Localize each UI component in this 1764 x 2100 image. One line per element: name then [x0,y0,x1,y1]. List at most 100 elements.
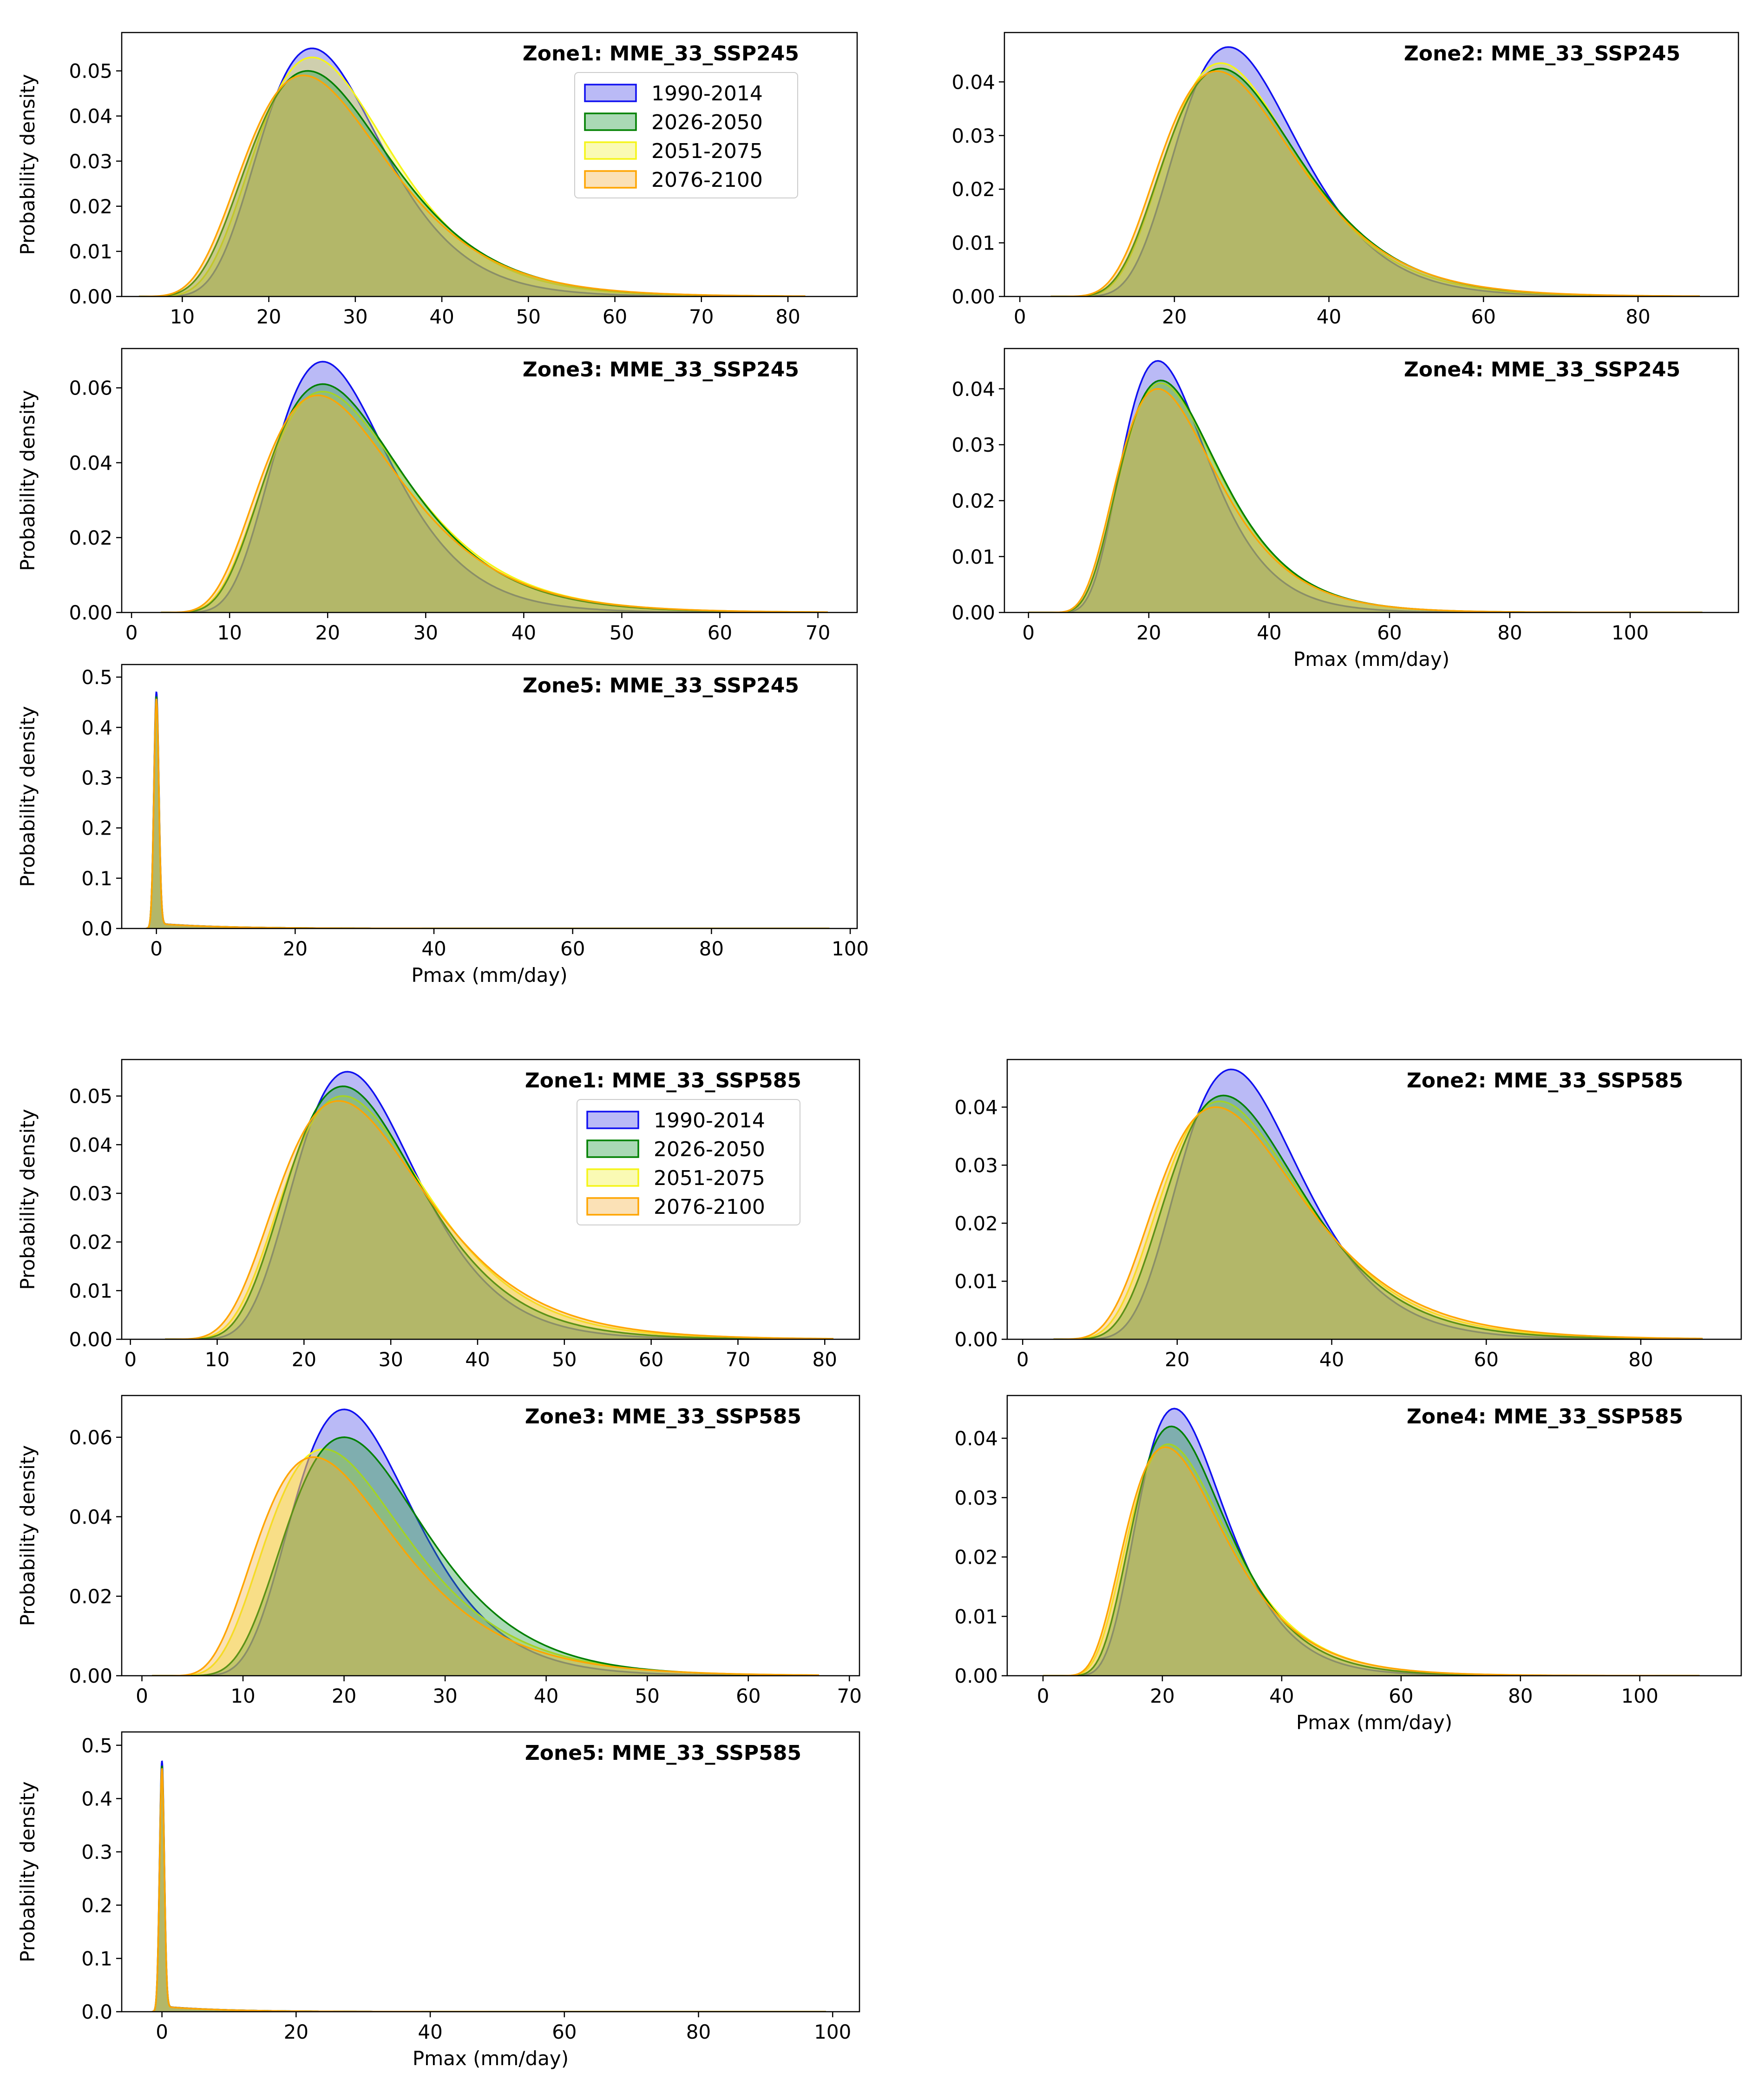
subplot-title: Zone2: MME_33_SSP245 [1404,42,1680,66]
y-tick-label: 0.01 [954,1270,998,1293]
x-tick-label: 0 [124,1348,137,1371]
y-tick-label: 0.00 [951,601,995,624]
density-line-2026-2050 [1053,1094,1703,1339]
y-tick-label: 0.02 [69,1585,112,1608]
x-tick-label: 30 [413,621,438,644]
subplot-title: Zone4: MME_33_SSP245 [1404,358,1680,382]
y-tick-label: 0.0 [81,917,112,940]
x-tick-label: 0 [125,621,138,644]
x-tick-label: 0 [150,937,163,960]
x-axis-label: Pmax (mm/day) [411,964,567,987]
x-tick-label: 40 [1269,1685,1294,1707]
density-area-2051-2075 [1050,63,1700,296]
x-tick-label: 60 [708,621,732,644]
legend-frame [574,72,798,198]
y-tick-label: 0.01 [69,1279,112,1302]
subplot-title: Zone3: MME_33_SSP245 [523,358,799,382]
y-tick-label: 0.02 [951,178,995,201]
y-tick-label: 0.01 [951,232,995,255]
density-line-2076-2100 [146,698,830,928]
x-axis-label: Pmax (mm/day) [1293,648,1449,671]
y-tick-label: 0.04 [954,1427,998,1450]
subplot-zone3-ssp585: 0.00 0.02 0.04 0.06 0 10 20 30 40 50 60 70 Zone3: MM… [16,1395,862,1707]
y-tick-label: 0.02 [69,1231,112,1254]
x-tick-label: 50 [552,1348,577,1371]
y-tick-label: 0.02 [69,527,112,549]
density-curves [139,47,806,296]
subplot-title: Zone1: MME_33_SSP245 [523,42,799,66]
density-area-2026-2050 [152,1437,819,1676]
y-tick-label: 0.02 [951,489,995,512]
density-area-2026-2050 [165,1086,833,1339]
x-tick-label: 60 [736,1685,761,1707]
density-line-1990-2014 [146,691,830,928]
density-area-1990-2014 [146,692,830,928]
subplot-zone2-ssp245: 0.00 0.01 0.02 0.03 0.04 0 20 40 60 80 Zone2: MME_… [951,32,1739,328]
y-axis-label: Probability density [16,74,39,255]
legend-label: 2026-2050 [651,111,763,134]
subplot-title: Zone3: MME_33_SSP585 [525,1405,801,1429]
density-line-2076-2100 [139,74,806,296]
x-tick-label: 10 [217,621,242,644]
x-tick-label: 80 [1497,621,1522,644]
x-tick-label: 50 [610,621,634,644]
subplot-title: Zone2: MME_33_SSP585 [1407,1069,1683,1093]
axes-frame [121,1731,860,2013]
x-tick-label: 0 [1037,1685,1049,1707]
density-area-2051-2075 [1053,1101,1703,1339]
legend-swatch-1990-2014 [586,1111,639,1129]
y-tick-label: 0.03 [951,125,995,147]
x-tick-label: 0 [1016,1348,1029,1371]
legend-swatch-bg [585,85,636,101]
x-tick-label: 60 [560,937,585,960]
density-line-2051-2075 [151,1770,826,2012]
y-tick-label: 0.04 [69,1133,112,1156]
x-tick-label: 40 [534,1685,558,1707]
subplot-title: Zone4: MME_33_SSP585 [1407,1405,1683,1429]
x-tick-label: 20 [1136,621,1161,644]
y-tick-label: 0.00 [951,285,995,308]
x-tick-label: 60 [1377,621,1402,644]
legend-label: 2051-2075 [651,139,763,163]
density-area-2076-2100 [1050,71,1700,296]
x-tick-label: 20 [1162,305,1187,328]
legend-swatch-2026-2050 [584,112,637,131]
x-tick-label: 80 [1626,305,1650,328]
y-tick-label: 0.00 [69,1328,112,1351]
density-line-2026-2050 [165,1085,833,1339]
density-curves [1053,1068,1703,1339]
legend: 1990-2014 2026-2050 2051-2075 2076-2100 [577,1099,800,1225]
density-area-2076-2100 [139,75,806,296]
y-tick-label: 0.01 [951,546,995,568]
axes-frame [1003,32,1739,297]
legend-swatch-bg [587,1198,638,1215]
x-tick-label: 0 [1014,305,1026,328]
legend-label: 1990-2014 [654,1109,765,1132]
density-area-2076-2100 [1028,388,1703,612]
y-tick-label: 0.02 [954,1546,998,1569]
legend-frame [577,1099,800,1225]
density-area-2051-2075 [161,391,828,612]
y-tick-label: 0.03 [69,1182,112,1205]
y-tick-label: 0.5 [81,1734,112,1757]
axes-frame [121,664,858,929]
subplot-zone1-ssp245: 0.00 0.01 0.02 0.03 0.04 0.05 10 20 30 40 50 60 70 80… [16,32,858,328]
axes-frame [1003,348,1739,613]
density-line-2051-2075 [146,701,830,928]
subplot-zone2-ssp585: 0.00 0.01 0.02 0.03 0.04 0 20 40 60 80 Zone2: MME_… [954,1059,1742,1371]
subplot-zone4-ssp585: 0.00 0.01 0.02 0.03 0.04 0 20 40 60 80 100 Zone4: M… [954,1395,1742,1734]
density-area-2026-2050 [1043,1426,1700,1676]
y-tick-label: 0.04 [69,1506,112,1528]
x-tick-label: 30 [433,1685,457,1707]
legend-swatch-bg [587,1112,638,1128]
density-curves [146,691,830,928]
y-tick-label: 0.03 [954,1487,998,1509]
x-tick-label: 100 [1621,1685,1659,1707]
x-tick-label: 100 [832,937,869,960]
y-axis-label: Probability density [16,1445,39,1626]
x-tick-label: 60 [1471,305,1495,328]
density-area-2051-2075 [1028,383,1703,612]
x-tick-label: 20 [283,937,308,960]
legend-label: 2051-2075 [654,1166,765,1190]
